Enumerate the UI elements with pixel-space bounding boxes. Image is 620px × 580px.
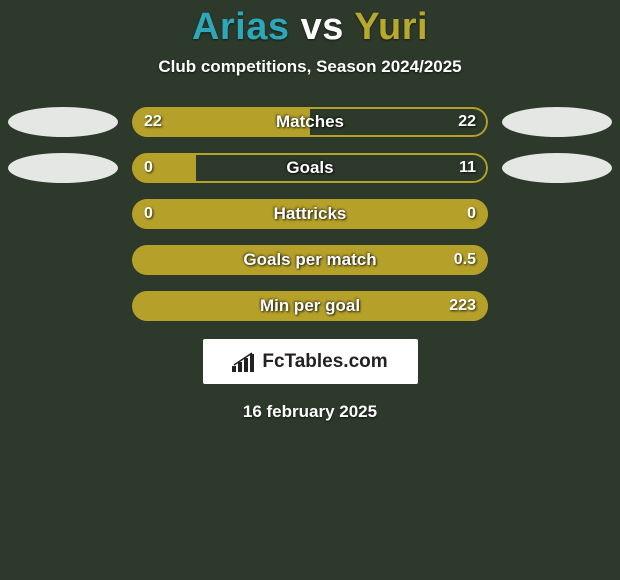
stat-label: Goals	[286, 158, 333, 178]
stat-value-right: 11	[459, 159, 476, 177]
stat-value-left: 0	[144, 205, 153, 223]
stat-value-right: 22	[458, 113, 476, 131]
stat-value-left: 22	[144, 113, 162, 131]
bar-chart-icon	[232, 352, 256, 372]
title-player-left: Arias	[192, 6, 290, 48]
bar-fill-right	[196, 153, 488, 183]
logo-text: FcTables.com	[262, 351, 387, 373]
stat-value-right: 0	[467, 205, 476, 223]
stat-row: Goals 0 11	[8, 153, 612, 183]
stat-bar: Goals 0 11	[132, 153, 488, 183]
logo-box[interactable]: FcTables.com	[203, 339, 418, 384]
stat-value-right: 223	[449, 297, 476, 315]
title-vs: vs	[301, 6, 344, 48]
player-right-ellipse	[502, 153, 612, 183]
stat-row: Matches 22 22	[8, 107, 612, 137]
player-left-ellipse	[8, 153, 118, 183]
stat-label: Min per goal	[260, 296, 360, 316]
title-player-right: Yuri	[354, 6, 428, 48]
subtitle: Club competitions, Season 2024/2025	[0, 57, 620, 77]
stat-value-right: 0.5	[454, 251, 476, 269]
player-left-ellipse	[8, 107, 118, 137]
stat-value-left: 0	[144, 159, 153, 177]
stat-bar: Goals per match 0.5	[132, 245, 488, 275]
stat-row: Hattricks 0 0	[8, 199, 612, 229]
stat-bar: Hattricks 0 0	[132, 199, 488, 229]
stat-label: Hattricks	[274, 204, 347, 224]
stat-label: Matches	[276, 112, 344, 132]
bar-fill-left	[132, 153, 196, 183]
stat-bar: Min per goal 223	[132, 291, 488, 321]
stat-row: Goals per match 0.5	[8, 245, 612, 275]
player-right-ellipse	[502, 107, 612, 137]
stat-row: Min per goal 223	[8, 291, 612, 321]
stats-area: Matches 22 22 Goals 0 11 Hattricks 0 0 Goals per …	[0, 107, 620, 321]
stat-label: Goals per match	[243, 250, 376, 270]
page-title: Arias vs Yuri	[0, 0, 620, 49]
date-text: 16 february 2025	[0, 402, 620, 422]
stat-bar: Matches 22 22	[132, 107, 488, 137]
